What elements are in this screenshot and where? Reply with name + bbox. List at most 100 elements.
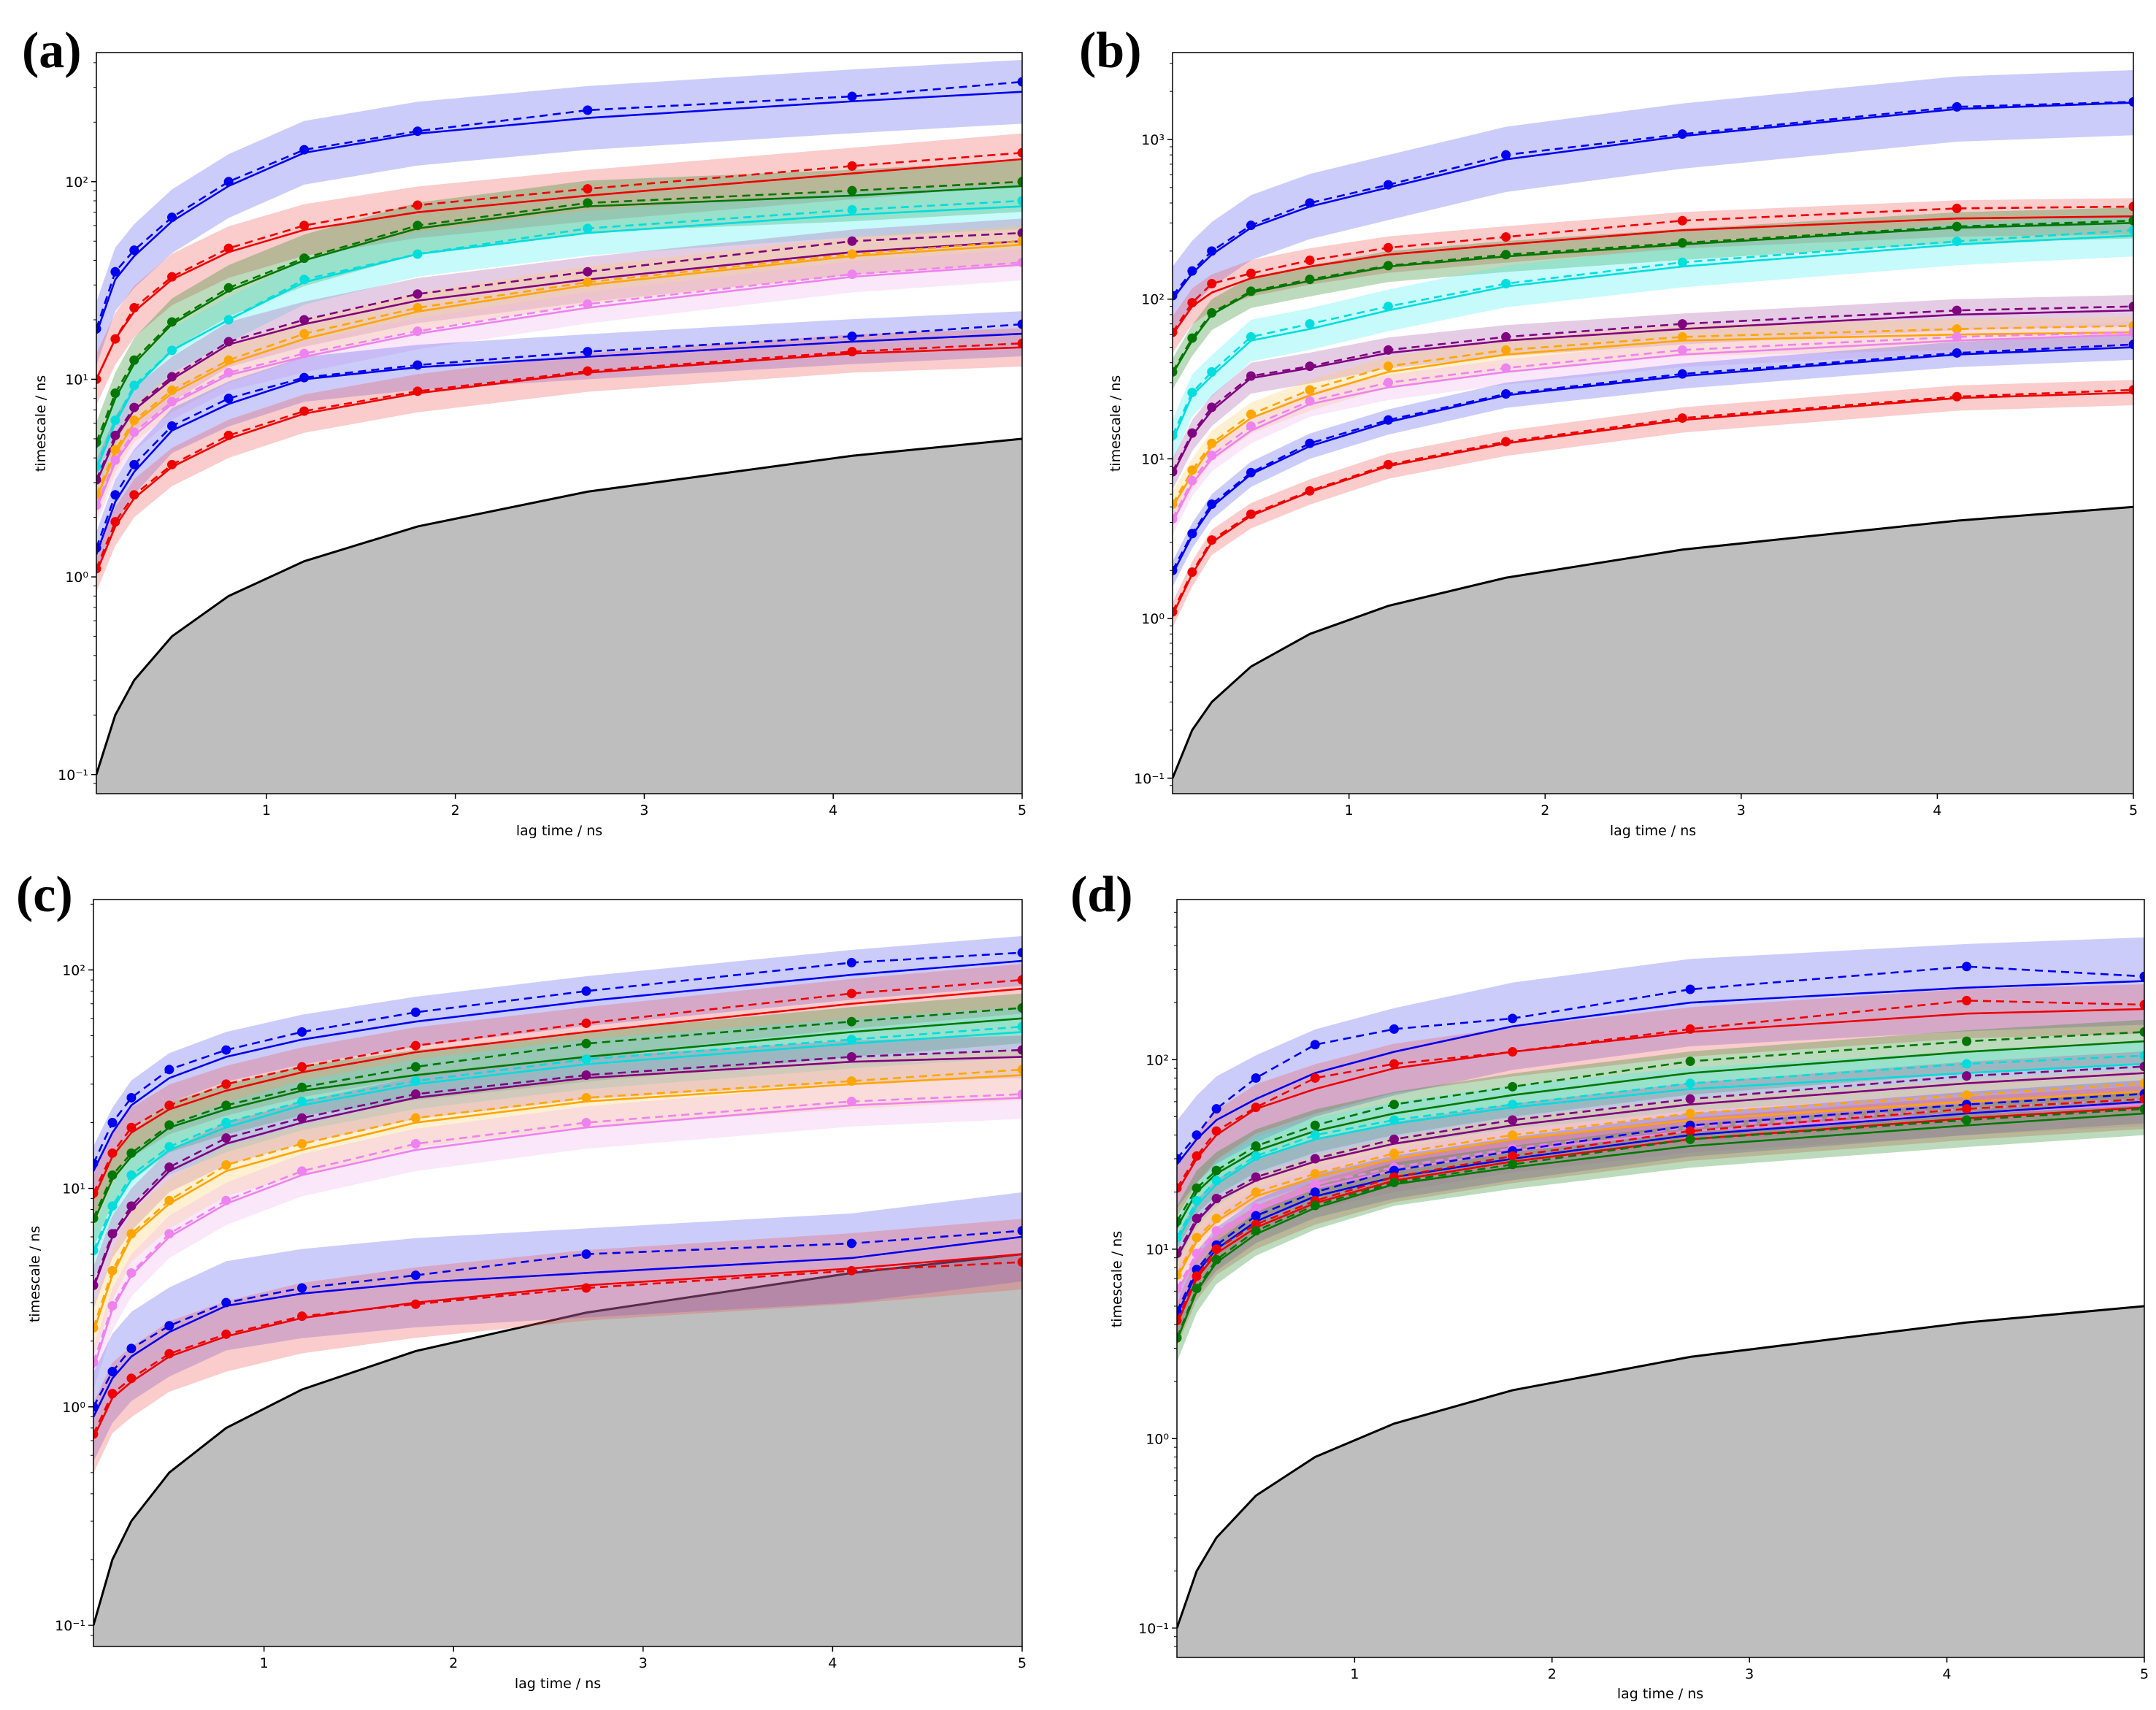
data-point [1305,438,1315,448]
data-point [1017,1021,1022,1032]
data-point [1246,371,1256,381]
implied-timescale-line [96,264,1022,510]
implied-timescale-line [1173,101,2133,300]
data-point [1501,437,1511,447]
data-point [581,1018,591,1028]
confidence-band [1173,69,2133,332]
data-point [93,1214,99,1223]
data-point [1677,331,1687,342]
data-point [223,355,234,365]
data-point [167,272,177,282]
data-point [129,415,139,426]
data-point [1173,499,1178,510]
x-tick-label: 2 [1548,1666,1557,1682]
confidence-band [1177,1092,2144,1362]
data-point [167,212,177,223]
lag-time-line [1177,1305,2144,1629]
data-point [93,1323,99,1333]
data-point [1383,415,1393,425]
data-point [129,355,139,365]
data-point [96,462,101,472]
data-point [847,91,857,101]
data-point [1246,421,1256,432]
y-tick-label: 10³ [1141,132,1165,148]
implied-timescale-line [96,91,1022,334]
data-point [1211,1126,1221,1136]
data-point [1177,1249,1182,1259]
sample-mean-line [1173,229,2133,436]
sample-mean-line [93,1025,1022,1251]
x-tick-label: 1 [262,802,271,818]
data-point [129,459,139,469]
data-point [1383,261,1393,271]
data-point [1508,1100,1518,1110]
confidence-band [1173,294,2133,490]
confidence-band [93,1076,1022,1390]
data-point [1017,177,1022,187]
data-point [126,1148,137,1158]
data-point [164,1321,174,1331]
implied-timescale-line [1177,980,2144,1165]
sample-mean-line [1173,219,2133,373]
data-point [1389,1149,1399,1159]
data-point [1187,465,1197,475]
x-tick-label: 5 [1018,1655,1027,1671]
data-point [1383,377,1393,388]
data-point [1192,1232,1202,1243]
data-point [413,221,423,231]
data-point [1305,319,1315,329]
implied-timescale-line [1173,331,2133,507]
data-point [1207,499,1217,510]
data-point [1017,77,1022,87]
data-point [299,372,310,383]
data-point [847,249,857,259]
data-point [1017,319,1022,329]
confidence-band [1173,334,2133,587]
data-point [1207,246,1217,256]
data-point [299,329,310,339]
confidence-band [1173,198,2133,353]
data-point [1251,1187,1261,1197]
data-point [299,315,310,325]
data-point [1305,385,1315,395]
data-point [1305,198,1315,208]
sample-mean-line [1173,305,2133,472]
data-point [1177,1284,1182,1294]
x-tick-label: 4 [1943,1666,1952,1682]
data-point [297,1113,307,1123]
sample-mean-line [1173,331,2133,520]
data-point [1305,275,1315,285]
data-point [1501,250,1511,260]
data-point [583,277,593,287]
data-point [1177,1183,1182,1193]
data-point [1508,1130,1518,1140]
data-point [1017,196,1022,206]
data-point [96,323,101,334]
data-point [1187,388,1197,398]
x-tick-label: 3 [640,802,648,818]
data-point [1952,237,1962,247]
data-point [126,1373,137,1384]
data-point [221,1133,231,1143]
data-point [1207,367,1217,377]
implied-timescale-line [93,1097,1022,1369]
lag-time-region [1173,507,2133,794]
implied-timescale-line [1173,391,2133,616]
data-point [1952,203,1962,213]
data-point [299,221,310,231]
data-point [1962,1090,1972,1100]
sample-mean-line [96,231,1022,480]
data-point [1173,327,1178,337]
data-point [1383,459,1393,469]
plot-area [1177,937,2144,1657]
data-point [1211,1254,1221,1265]
data-point [93,1159,99,1169]
confidence-band [1177,1042,2144,1263]
data-point [2128,327,2133,337]
lag-time-line [96,437,1022,775]
y-tick-label: 10² [65,175,88,191]
data-point [1677,319,1687,329]
data-point [1017,1045,1022,1055]
lag-time-region [96,438,1022,794]
